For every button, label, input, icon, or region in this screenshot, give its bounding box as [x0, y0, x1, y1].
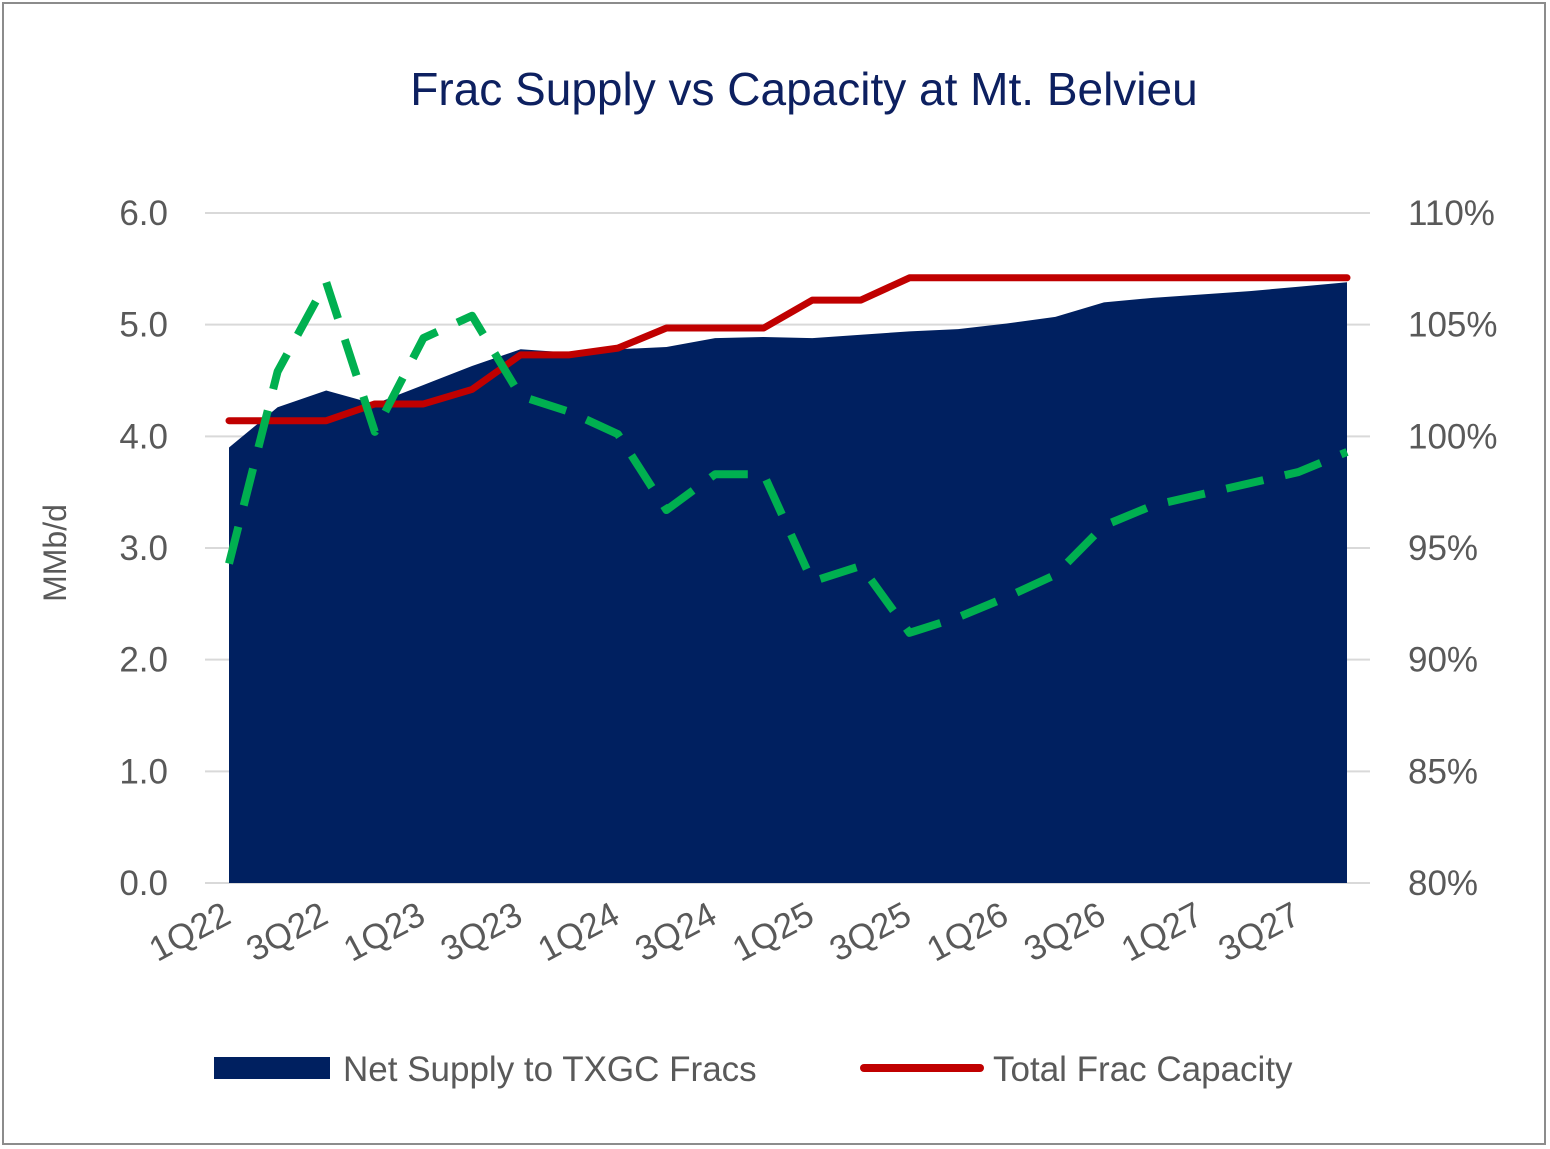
x-tick-label: 3Q27 — [1212, 895, 1306, 970]
y2-axis-ticks: 80% 85% 90% 95% 100% 105% 110% — [1408, 194, 1498, 903]
chart-title: Frac Supply vs Capacity at Mt. Belvieu — [410, 63, 1197, 115]
x-tick-label: 3Q22 — [240, 895, 334, 970]
legend: Net Supply to TXGC Fracs Total Frac Capa… — [214, 1050, 1293, 1089]
legend-label-supply: Net Supply to TXGC Fracs — [343, 1050, 757, 1089]
x-tick-label: 3Q23 — [434, 895, 528, 970]
utilization-dashed-line — [225, 278, 1349, 637]
y-axis-label: MMb/d — [37, 504, 73, 602]
x-tick-label: 1Q24 — [532, 895, 626, 970]
x-tick-label: 1Q27 — [1115, 895, 1209, 970]
x-tick-label: 3Q26 — [1018, 895, 1112, 970]
x-tick-label: 1Q22 — [143, 895, 237, 970]
y2-tick-label: 80% — [1408, 864, 1478, 903]
y-tick-label: 4.0 — [119, 417, 168, 456]
y-tick-label: 6.0 — [119, 194, 168, 233]
y2-tick-label: 85% — [1408, 752, 1478, 791]
y2-tick-label: 105% — [1408, 306, 1498, 345]
legend-label-capacity: Total Frac Capacity — [993, 1050, 1293, 1089]
x-axis-ticks: 1Q22 3Q22 1Q23 3Q23 1Q24 3Q24 1Q25 3Q25 1Q26 3Q26… — [143, 895, 1306, 970]
y2-tick-label: 100% — [1408, 417, 1498, 456]
y2-tick-label: 90% — [1408, 641, 1478, 680]
total-frac-capacity-line — [225, 274, 1351, 425]
y-tick-label: 5.0 — [119, 306, 168, 345]
y2-tick-label: 95% — [1408, 529, 1478, 568]
y-tick-label: 2.0 — [119, 641, 168, 680]
y-tick-label: 1.0 — [119, 752, 168, 791]
y2-tick-label: 110% — [1408, 194, 1495, 233]
supply-area-layer — [229, 282, 1347, 883]
x-tick-label: 1Q25 — [726, 895, 820, 970]
y-axis-ticks: 0.0 1.0 2.0 3.0 4.0 5.0 6.0 — [119, 194, 168, 903]
x-tick-label: 3Q24 — [629, 895, 723, 970]
x-tick-label: 1Q23 — [337, 895, 431, 970]
series-line-layer — [225, 274, 1351, 637]
legend-swatch-supply — [214, 1057, 330, 1079]
x-tick-label: 1Q26 — [921, 895, 1015, 970]
y-tick-label: 0.0 — [119, 864, 168, 903]
y-tick-label: 3.0 — [119, 529, 168, 568]
net-supply-area — [229, 282, 1347, 883]
x-tick-label: 3Q25 — [823, 895, 917, 970]
